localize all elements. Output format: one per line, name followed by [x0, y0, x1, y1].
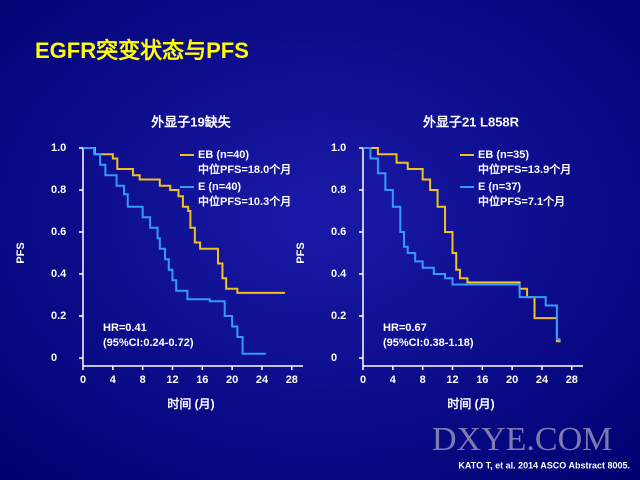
x-tick-label: 28 — [286, 374, 298, 386]
x-tick-label: 0 — [80, 374, 86, 386]
x-tick-label: 4 — [110, 374, 117, 386]
y-tick-label: 0 — [331, 352, 337, 364]
legend-label: E (n=40) — [198, 181, 241, 193]
annotation: HR=0.41 — [103, 322, 147, 334]
survival-curve — [363, 147, 561, 341]
survival-curve — [363, 147, 561, 343]
survival-curve — [83, 147, 266, 355]
slide-title: EGFR突变状态与PFS — [35, 38, 249, 63]
legend-median: 中位PFS=10.3个月 — [198, 194, 291, 208]
annotation: (95%CI:0.24-0.72) — [103, 337, 194, 349]
watermark: DXYE.COM — [432, 421, 612, 458]
y-axis-label: PFS — [15, 242, 27, 263]
legend-median: 中位PFS=18.0个月 — [198, 162, 291, 176]
survival-curve — [83, 147, 286, 294]
legend-label: E (n=37) — [478, 181, 521, 193]
chart-title: 外显子19缺失 — [150, 114, 231, 129]
x-axis-label: 时间 (月) — [167, 396, 214, 411]
legend-label: EB (n=40) — [198, 149, 249, 161]
x-tick-label: 12 — [166, 374, 178, 386]
x-tick-label: 8 — [140, 374, 146, 386]
y-tick-label: 1.0 — [51, 142, 66, 154]
x-tick-label: 0 — [360, 374, 366, 386]
y-tick-label: 0.2 — [51, 310, 66, 322]
legend-median: 中位PFS=7.1个月 — [478, 194, 565, 208]
y-tick-label: 0.8 — [51, 184, 66, 196]
y-tick-label: 0.6 — [51, 226, 66, 238]
x-tick-label: 20 — [226, 374, 238, 386]
y-tick-label: 0.6 — [331, 226, 346, 238]
x-tick-label: 16 — [196, 374, 208, 386]
legend-label: EB (n=35) — [478, 149, 529, 161]
x-tick-label: 16 — [476, 374, 488, 386]
y-tick-label: 0.8 — [331, 184, 346, 196]
x-tick-label: 4 — [390, 374, 397, 386]
x-axis-label: 时间 (月) — [447, 396, 494, 411]
y-tick-label: 0.4 — [51, 268, 67, 280]
x-tick-label: 24 — [256, 374, 269, 386]
y-tick-label: 0.2 — [331, 310, 346, 322]
x-tick-label: 28 — [566, 374, 578, 386]
y-tick-label: 0 — [51, 352, 57, 364]
x-tick-label: 20 — [506, 374, 518, 386]
x-tick-label: 24 — [536, 374, 549, 386]
annotation: (95%CI:0.38-1.18) — [383, 337, 474, 349]
legend-median: 中位PFS=13.9个月 — [478, 162, 571, 176]
y-tick-label: 1.0 — [331, 142, 346, 154]
x-tick-label: 12 — [446, 374, 458, 386]
annotation: HR=0.67 — [383, 322, 427, 334]
x-tick-label: 8 — [420, 374, 426, 386]
y-axis-label: PFS — [295, 242, 307, 263]
chart-title: 外显子21 L858R — [422, 114, 520, 129]
y-tick-label: 0.4 — [331, 268, 347, 280]
citation: KATO T, et al. 2014 ASCO Abstract 8005. — [458, 460, 630, 470]
